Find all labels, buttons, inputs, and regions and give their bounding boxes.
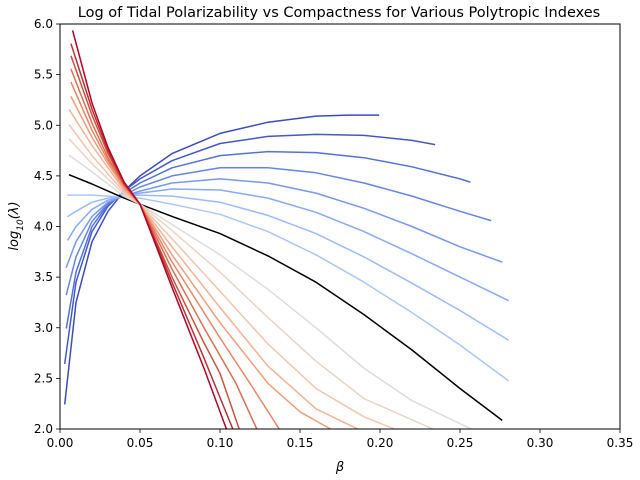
y-tick-label: 3.0	[34, 321, 53, 335]
x-tick-label: 0.15	[287, 436, 314, 450]
x-tick-label: 0.05	[127, 436, 154, 450]
series-line-1	[63, 114, 380, 405]
series-line-10	[68, 154, 473, 429]
y-axis-label-sub: 10	[16, 219, 26, 231]
x-axis: 0.00 0.05 0.10 0.15 0.20 0.25 0.30 0.35	[47, 429, 634, 450]
series-line-3	[65, 150, 471, 329]
y-axis-label-arg: (λ)	[7, 201, 22, 219]
x-tick-label: 0.00	[47, 436, 74, 450]
y-tick-label: 3.5	[34, 270, 53, 284]
series-line-14	[70, 95, 332, 429]
series-line-8	[67, 194, 510, 382]
series-line-13	[68, 109, 359, 429]
y-tick-label: 6.0	[34, 17, 53, 31]
series-line-6	[66, 188, 510, 302]
series-line-2	[63, 133, 436, 365]
y-axis: 2.0 2.5 3.0 3.5 4.0 4.5 5.0 5.5 6.0	[34, 17, 60, 436]
x-tick-label: 0.30	[527, 436, 554, 450]
series-line-4	[65, 167, 492, 296]
y-tick-label: 5.5	[34, 68, 53, 82]
x-tick-label: 0.20	[367, 436, 394, 450]
y-axis-label-base: log	[7, 231, 22, 251]
series-line-7	[66, 194, 510, 341]
series-line-19	[71, 30, 228, 429]
x-tick-label: 0.10	[207, 436, 234, 450]
y-axis-label: log10(λ)	[7, 201, 26, 250]
x-tick-label: 0.35	[607, 436, 634, 450]
y-tick-label: 2.0	[34, 422, 53, 436]
series-line-12	[68, 124, 396, 429]
y-tick-label: 4.5	[34, 169, 53, 183]
series-line-11	[68, 138, 434, 429]
series-group	[63, 30, 510, 429]
x-axis-label: β	[335, 460, 344, 475]
series-line-5	[65, 178, 503, 268]
x-tick-label: 0.25	[447, 436, 474, 450]
series-line-9	[68, 173, 503, 421]
chart-title: Log of Tidal Polarizability vs Compactne…	[78, 5, 600, 21]
y-tick-label: 5.0	[34, 118, 53, 132]
y-tick-label: 2.5	[34, 371, 53, 385]
y-tick-label: 4.0	[34, 220, 53, 234]
